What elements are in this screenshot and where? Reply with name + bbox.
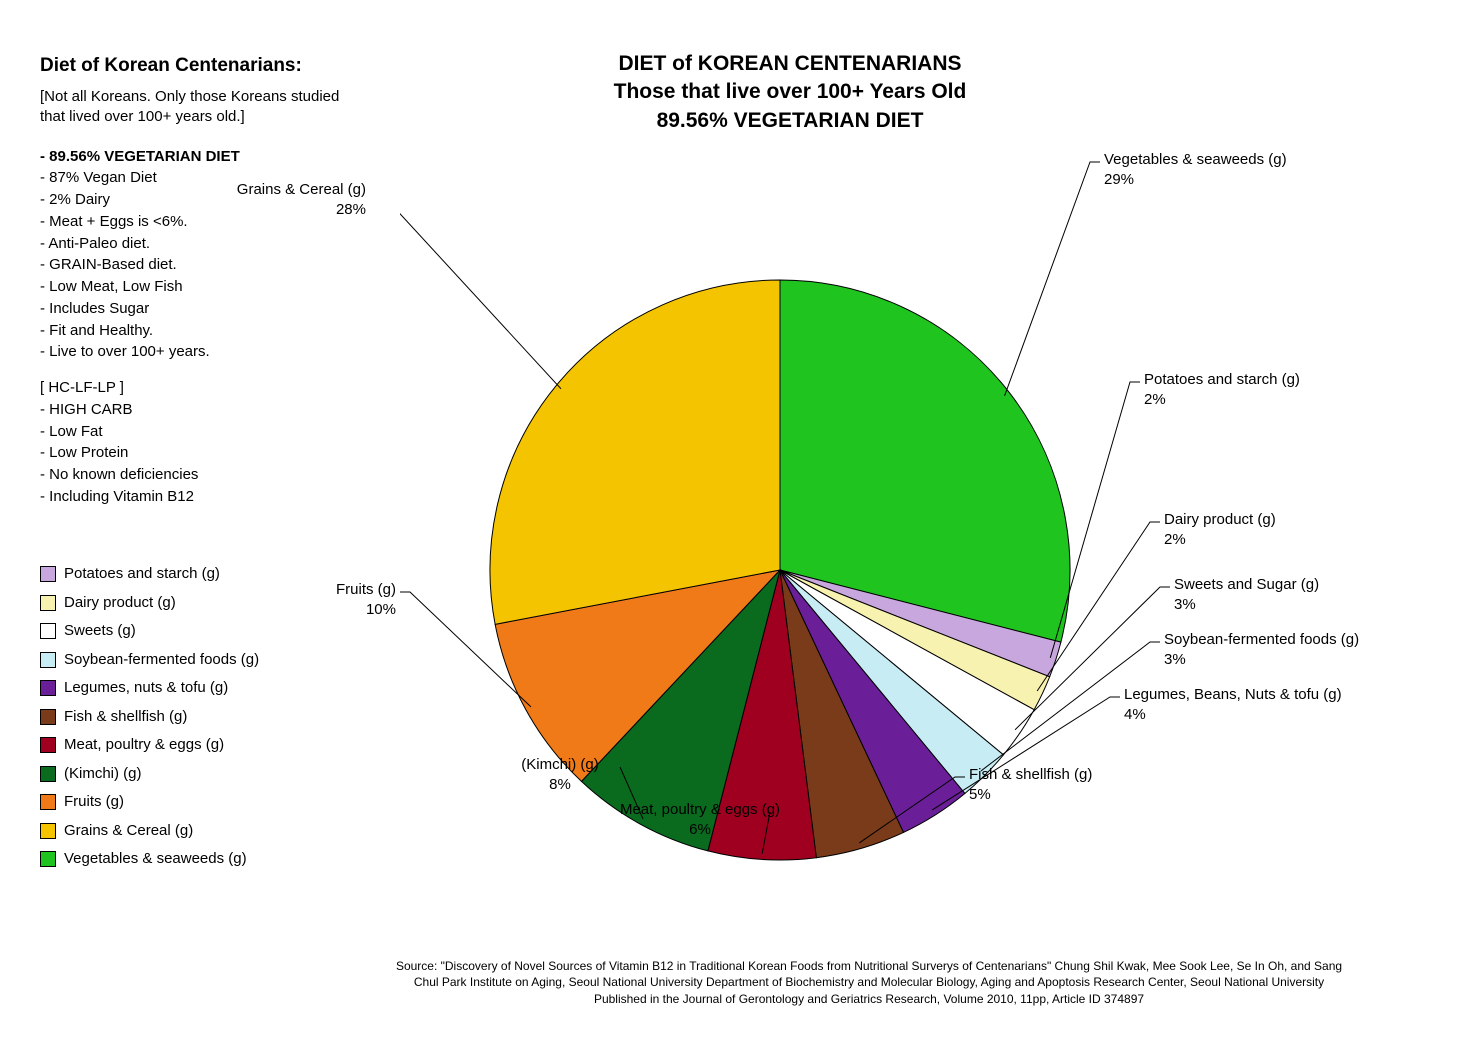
legend-item: Fruits (g): [40, 788, 259, 817]
legend-item: Meat, poultry & eggs (g): [40, 731, 259, 760]
source-line1: Source: "Discovery of Novel Sources of V…: [320, 958, 1418, 975]
legend-item: Grains & Cereal (g): [40, 817, 259, 846]
legend-item: Legumes, nuts & tofu (g): [40, 674, 259, 703]
callout-pct: 3%: [1164, 650, 1359, 670]
legend-swatch: [40, 652, 56, 668]
callout-text: Fruits (g): [336, 580, 396, 600]
callout-text: (Kimchi) (g): [521, 755, 599, 775]
chart-title-line3: 89.56% VEGETARIAN DIET: [470, 107, 1110, 135]
legend-label: (Kimchi) (g): [64, 760, 142, 789]
bullet-item: - Includes Sugar: [40, 298, 340, 320]
callout-label: Fish & shellfish (g)5%: [969, 765, 1092, 804]
legend-item: Soybean-fermented foods (g): [40, 646, 259, 675]
callout-text: Grains & Cereal (g): [237, 180, 366, 200]
callout-label: Soybean-fermented foods (g)3%: [1164, 630, 1359, 669]
source-line2: Chul Park Institute on Aging, Seoul Nati…: [320, 974, 1418, 991]
legend-label: Sweets (g): [64, 617, 136, 646]
legend-swatch: [40, 680, 56, 696]
callout-pct: 2%: [1144, 390, 1300, 410]
callout-label: Dairy product (g)2%: [1164, 510, 1276, 549]
callout-pct: 2%: [1164, 530, 1276, 550]
legend-swatch: [40, 709, 56, 725]
bullet-item: - No known deficiencies: [40, 464, 340, 486]
callout-pct: 4%: [1124, 705, 1342, 725]
legend-item: Potatoes and starch (g): [40, 560, 259, 589]
legend-label: Potatoes and starch (g): [64, 560, 220, 589]
callout-text: Soybean-fermented foods (g): [1164, 630, 1359, 650]
bullet-item: - Live to over 100+ years.: [40, 341, 340, 363]
legend-swatch: [40, 595, 56, 611]
legend-item: Vegetables & seaweeds (g): [40, 845, 259, 874]
left-heading: Diet of Korean Centenarians:: [40, 55, 340, 77]
legend: Potatoes and starch (g)Dairy product (g)…: [40, 560, 259, 874]
legend-label: Soybean-fermented foods (g): [64, 646, 259, 675]
bullet-item: - GRAIN-Based diet.: [40, 254, 340, 276]
callout-leader: [1005, 162, 1100, 396]
bullet-item: - HIGH CARB: [40, 399, 340, 421]
callout-label: Meat, poultry & eggs (g)6%: [620, 800, 780, 839]
callout-text: Fish & shellfish (g): [969, 765, 1092, 785]
legend-label: Meat, poultry & eggs (g): [64, 731, 224, 760]
callout-pct: 8%: [521, 775, 599, 795]
pie-chart: Vegetables & seaweeds (g)29% Potatoes and…: [400, 140, 1420, 920]
legend-swatch: [40, 794, 56, 810]
legend-item: Sweets (g): [40, 617, 259, 646]
legend-label: Fruits (g): [64, 788, 124, 817]
left-subheading: [Not all Koreans. Only those Koreans stu…: [40, 87, 340, 128]
callout-label: Grains & Cereal (g)28%: [237, 180, 366, 219]
legend-label: Legumes, nuts & tofu (g): [64, 674, 228, 703]
callout-pct: 3%: [1174, 595, 1319, 615]
legend-label: Grains & Cereal (g): [64, 817, 193, 846]
legend-label: Dairy product (g): [64, 589, 176, 618]
bullet-item: - Low Fat: [40, 421, 340, 443]
legend-swatch: [40, 823, 56, 839]
callout-text: Legumes, Beans, Nuts & tofu (g): [1124, 685, 1342, 705]
source-line3: Published in the Journal of Gerontology …: [320, 991, 1418, 1008]
bullet-item: - Including Vitamin B12: [40, 486, 340, 508]
legend-swatch: [40, 737, 56, 753]
legend-swatch: [40, 623, 56, 639]
callout-pct: 29%: [1104, 170, 1287, 190]
callout-pct: 10%: [336, 600, 396, 620]
legend-swatch: [40, 766, 56, 782]
chart-title-line1: DIET of KOREAN CENTENARIANS: [470, 50, 1110, 78]
callout-label: Sweets and Sugar (g)3%: [1174, 575, 1319, 614]
callout-label: Potatoes and starch (g)2%: [1144, 370, 1300, 409]
callout-text: Sweets and Sugar (g): [1174, 575, 1319, 595]
left-column: Diet of Korean Centenarians: [Not all Ko…: [40, 55, 340, 508]
legend-swatch: [40, 566, 56, 582]
bullet-item: - Low Protein: [40, 442, 340, 464]
callout-label: Fruits (g)10%: [336, 580, 396, 619]
chart-title-line2: Those that live over 100+ Years Old: [470, 78, 1110, 106]
bullet-title-1: - 89.56% VEGETARIAN DIET: [40, 146, 340, 168]
bullet-item: - Anti-Paleo diet.: [40, 233, 340, 255]
bullet-title-2: [ HC-LF-LP ]: [40, 377, 340, 399]
legend-item: Dairy product (g): [40, 589, 259, 618]
legend-item: (Kimchi) (g): [40, 760, 259, 789]
callout-label: (Kimchi) (g)8%: [521, 755, 599, 794]
legend-item: Fish & shellfish (g): [40, 703, 259, 732]
bullet-block-1: - 89.56% VEGETARIAN DIET - 87% Vegan Die…: [40, 146, 340, 364]
callout-pct: 28%: [237, 200, 366, 220]
source-citation: Source: "Discovery of Novel Sources of V…: [320, 958, 1418, 1008]
legend-swatch: [40, 851, 56, 867]
legend-label: Vegetables & seaweeds (g): [64, 845, 247, 874]
legend-label: Fish & shellfish (g): [64, 703, 187, 732]
callout-label: Legumes, Beans, Nuts & tofu (g)4%: [1124, 685, 1342, 724]
callout-text: Dairy product (g): [1164, 510, 1276, 530]
bullet-item: - Low Meat, Low Fish: [40, 276, 340, 298]
bullet-block-2: [ HC-LF-LP ] - HIGH CARB- Low Fat- Low P…: [40, 377, 340, 508]
callout-label: Vegetables & seaweeds (g)29%: [1104, 150, 1287, 189]
callout-pct: 6%: [620, 820, 780, 840]
pie-slice: [490, 280, 780, 624]
callout-leader: [400, 192, 561, 389]
callout-text: Vegetables & seaweeds (g): [1104, 150, 1287, 170]
callout-text: Meat, poultry & eggs (g): [620, 800, 780, 820]
callout-pct: 5%: [969, 785, 1092, 805]
page: Diet of Korean Centenarians: [Not all Ko…: [0, 0, 1458, 1038]
chart-title: DIET of KOREAN CENTENARIANS Those that l…: [470, 50, 1110, 135]
bullet-item: - Fit and Healthy.: [40, 320, 340, 342]
callout-text: Potatoes and starch (g): [1144, 370, 1300, 390]
